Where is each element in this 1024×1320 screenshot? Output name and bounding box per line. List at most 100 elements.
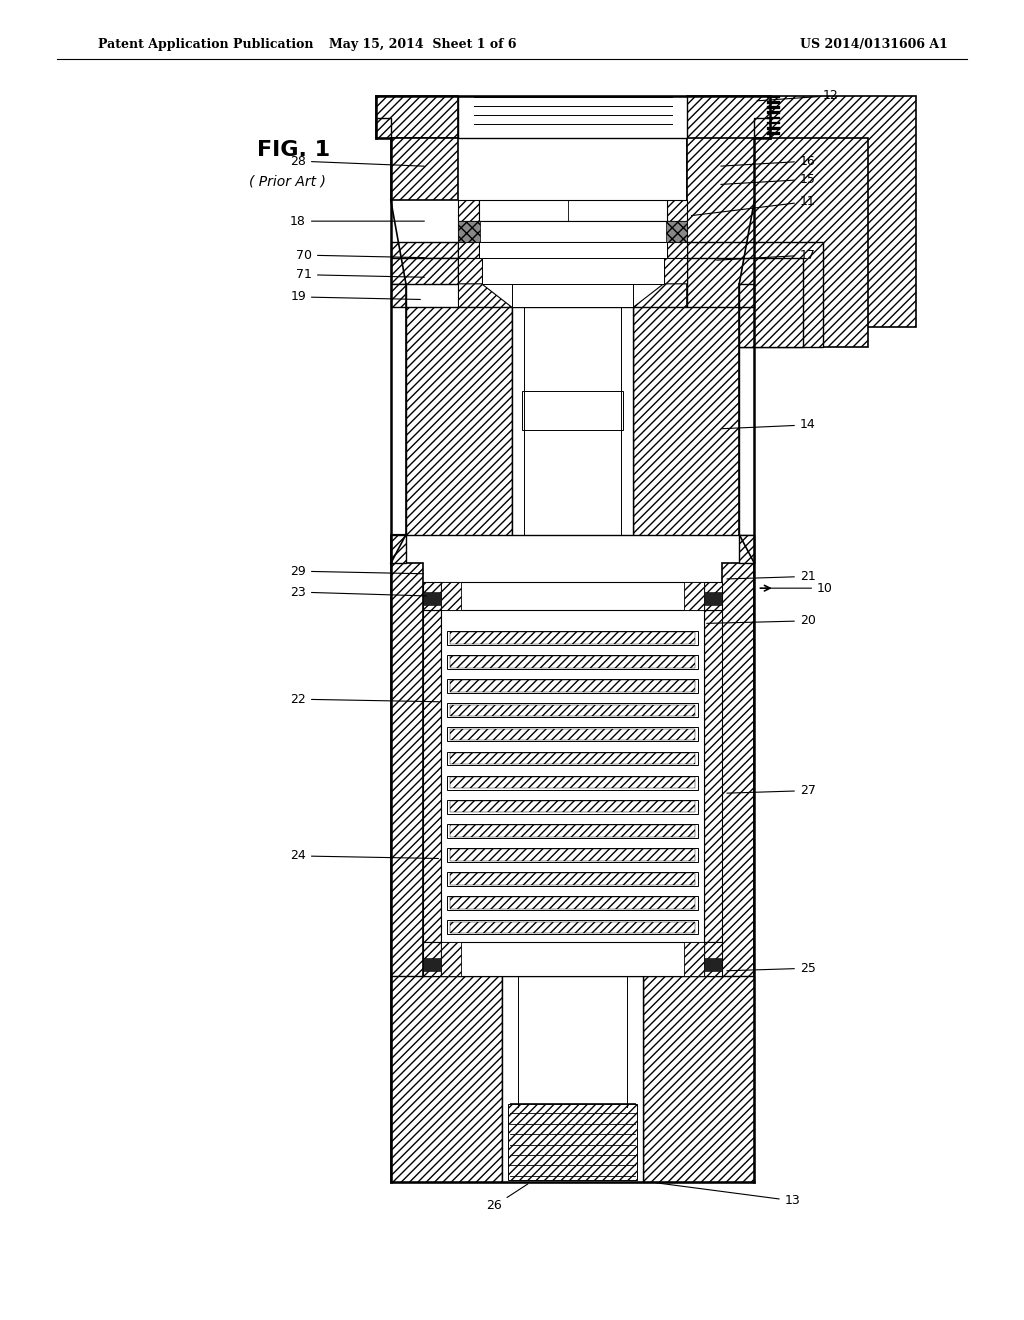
Polygon shape — [391, 242, 459, 257]
Polygon shape — [512, 308, 633, 535]
Polygon shape — [667, 242, 687, 257]
Polygon shape — [447, 896, 698, 911]
Polygon shape — [441, 610, 703, 942]
Text: Patent Application Publication: Patent Application Publication — [98, 38, 313, 51]
Polygon shape — [755, 117, 770, 137]
Polygon shape — [739, 284, 755, 308]
Text: 71: 71 — [296, 268, 424, 281]
Polygon shape — [391, 535, 406, 564]
Polygon shape — [459, 222, 479, 242]
Polygon shape — [478, 201, 667, 222]
Polygon shape — [767, 102, 779, 103]
Text: 24: 24 — [290, 849, 438, 862]
Polygon shape — [447, 704, 698, 717]
Polygon shape — [667, 222, 687, 242]
Polygon shape — [512, 284, 633, 308]
Polygon shape — [767, 111, 779, 114]
Polygon shape — [447, 680, 698, 693]
Polygon shape — [684, 582, 703, 610]
Polygon shape — [459, 201, 478, 222]
Text: 11: 11 — [691, 195, 816, 215]
Polygon shape — [441, 942, 462, 975]
Text: 12: 12 — [757, 90, 839, 102]
Polygon shape — [447, 655, 698, 669]
Polygon shape — [447, 727, 698, 742]
Text: 21: 21 — [727, 570, 816, 583]
Polygon shape — [423, 582, 441, 610]
Polygon shape — [739, 535, 755, 564]
Text: 16: 16 — [721, 154, 816, 168]
Polygon shape — [687, 257, 803, 347]
Polygon shape — [447, 776, 698, 789]
Polygon shape — [703, 958, 722, 970]
Polygon shape — [703, 593, 722, 605]
Text: 23: 23 — [290, 586, 426, 598]
Polygon shape — [447, 751, 698, 766]
Polygon shape — [767, 121, 779, 124]
Text: May 15, 2014  Sheet 1 of 6: May 15, 2014 Sheet 1 of 6 — [330, 38, 517, 51]
Polygon shape — [459, 242, 478, 257]
Polygon shape — [459, 96, 687, 137]
Polygon shape — [767, 96, 779, 99]
Polygon shape — [447, 824, 698, 838]
Text: 19: 19 — [290, 290, 420, 304]
Polygon shape — [423, 593, 441, 605]
Polygon shape — [391, 975, 502, 1183]
Text: 25: 25 — [727, 962, 816, 974]
Text: ( Prior Art ): ( Prior Art ) — [250, 174, 327, 189]
Text: 13: 13 — [656, 1183, 801, 1208]
Polygon shape — [502, 975, 643, 1183]
Text: 17: 17 — [717, 248, 816, 261]
Polygon shape — [633, 308, 739, 535]
Polygon shape — [447, 873, 698, 886]
Polygon shape — [423, 958, 441, 970]
Text: 28: 28 — [290, 154, 424, 168]
Polygon shape — [447, 800, 698, 813]
Polygon shape — [767, 116, 779, 119]
Text: US 2014/0131606 A1: US 2014/0131606 A1 — [800, 38, 948, 51]
Polygon shape — [423, 610, 441, 942]
Polygon shape — [478, 222, 667, 242]
Polygon shape — [664, 257, 687, 284]
Polygon shape — [391, 137, 459, 201]
Polygon shape — [684, 942, 703, 975]
Text: FIG. 1: FIG. 1 — [257, 140, 331, 160]
Text: 10: 10 — [765, 582, 833, 595]
Polygon shape — [441, 942, 703, 975]
Polygon shape — [522, 391, 624, 430]
Polygon shape — [423, 942, 441, 975]
Polygon shape — [633, 284, 687, 308]
Polygon shape — [767, 127, 779, 129]
Polygon shape — [478, 242, 667, 257]
Polygon shape — [391, 535, 406, 564]
Polygon shape — [687, 96, 916, 327]
Polygon shape — [441, 582, 703, 610]
Polygon shape — [447, 920, 698, 935]
Polygon shape — [459, 284, 512, 308]
Polygon shape — [481, 257, 664, 284]
Polygon shape — [767, 132, 779, 135]
Polygon shape — [391, 257, 459, 284]
Polygon shape — [643, 975, 755, 1183]
Text: 15: 15 — [721, 173, 816, 186]
Text: 20: 20 — [707, 614, 816, 627]
Polygon shape — [459, 222, 478, 242]
Text: 26: 26 — [486, 1184, 527, 1213]
Polygon shape — [376, 96, 459, 137]
Polygon shape — [666, 222, 687, 242]
Text: 29: 29 — [290, 565, 423, 578]
Polygon shape — [667, 201, 687, 222]
Text: 22: 22 — [290, 693, 438, 706]
Polygon shape — [703, 582, 722, 610]
Polygon shape — [441, 582, 462, 610]
Polygon shape — [739, 535, 755, 564]
Text: 14: 14 — [722, 418, 816, 432]
Polygon shape — [406, 308, 512, 535]
Text: 18: 18 — [290, 215, 424, 227]
Polygon shape — [722, 564, 755, 1183]
Polygon shape — [703, 942, 722, 975]
Polygon shape — [767, 106, 779, 108]
Polygon shape — [447, 631, 698, 645]
Polygon shape — [391, 284, 406, 308]
Polygon shape — [508, 1104, 637, 1180]
